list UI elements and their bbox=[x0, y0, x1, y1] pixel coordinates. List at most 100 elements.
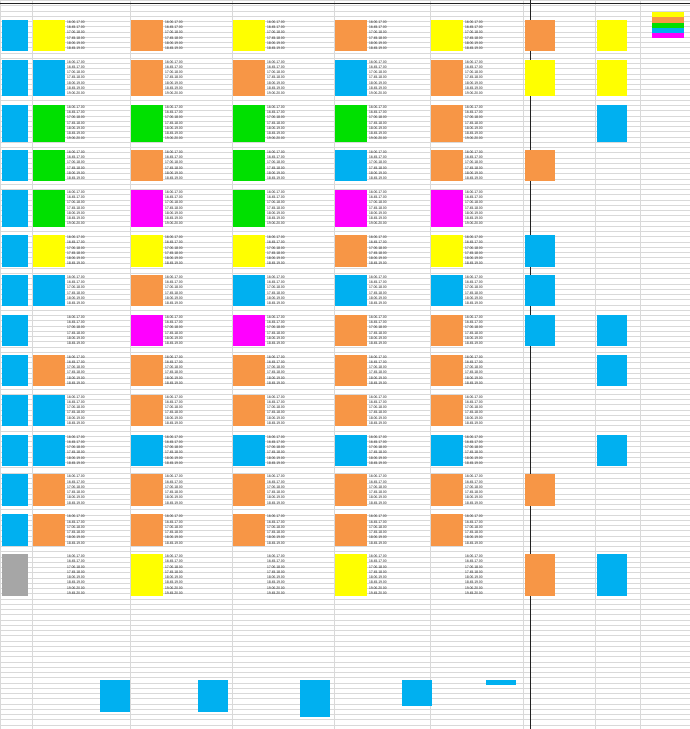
booking-cell[interactable] bbox=[33, 410, 65, 416]
booking-cell[interactable] bbox=[131, 554, 163, 560]
slot-time[interactable]: 16.45-17.00 bbox=[369, 479, 387, 484]
booking-cell[interactable] bbox=[335, 519, 367, 525]
booking-cell[interactable] bbox=[525, 30, 555, 36]
slot-time[interactable]: 18.00-19.00 bbox=[465, 535, 483, 540]
booking-cell[interactable] bbox=[431, 104, 463, 111]
booking-cell[interactable] bbox=[335, 554, 367, 560]
booking-cell[interactable] bbox=[131, 500, 163, 506]
booking-cell[interactable] bbox=[33, 221, 65, 227]
slot-time[interactable]: 17.00-18.00 bbox=[267, 115, 285, 120]
booking-cell[interactable] bbox=[335, 479, 367, 485]
slot-time[interactable]: 16.00-17.00 bbox=[465, 235, 483, 239]
booking-cell[interactable] bbox=[525, 554, 555, 560]
pitch-label[interactable] bbox=[2, 70, 28, 76]
booking-cell[interactable] bbox=[131, 30, 163, 36]
slot-time[interactable]: 17.00-18.00 bbox=[369, 564, 387, 569]
booking-cell[interactable] bbox=[33, 370, 65, 376]
slot-time[interactable]: 18.00-19.00 bbox=[465, 495, 483, 500]
booking-cell[interactable] bbox=[597, 330, 627, 336]
booking-cell[interactable] bbox=[335, 585, 367, 591]
slot-time[interactable]: 18.00-19.00 bbox=[165, 535, 183, 540]
slot-time[interactable]: 16.00-17.00 bbox=[165, 314, 183, 319]
booking-cell[interactable] bbox=[335, 405, 367, 411]
slot-time[interactable]: 18.00-19.00 bbox=[67, 295, 85, 300]
slot-time[interactable]: 19.00-20.00 bbox=[267, 585, 285, 590]
bottom-booking-cell[interactable] bbox=[100, 690, 130, 696]
booking-cell[interactable] bbox=[335, 335, 367, 342]
booking-cell[interactable] bbox=[335, 575, 367, 581]
pitch-label[interactable] bbox=[2, 370, 28, 376]
slot-time[interactable]: 16.00-17.00 bbox=[267, 354, 285, 359]
booking-cell[interactable] bbox=[597, 64, 627, 71]
slot-time[interactable]: 18.45-19.00 bbox=[465, 301, 483, 306]
slot-time[interactable]: 18.45-19.00 bbox=[465, 131, 483, 136]
booking-cell[interactable] bbox=[431, 325, 463, 331]
slot-time[interactable]: 19.00-20.00 bbox=[465, 136, 483, 141]
booking-cell[interactable] bbox=[431, 274, 463, 281]
booking-cell[interactable] bbox=[597, 110, 627, 116]
booking-cell[interactable] bbox=[233, 490, 265, 496]
slot-time[interactable]: 18.45-19.00 bbox=[67, 176, 85, 181]
slot-time[interactable]: 17.45-18.00 bbox=[369, 450, 387, 455]
bottom-booking-cell[interactable] bbox=[100, 706, 130, 712]
booking-cell[interactable] bbox=[431, 240, 463, 246]
booking-cell[interactable] bbox=[233, 370, 265, 376]
booking-cell[interactable] bbox=[335, 564, 367, 570]
booking-cell[interactable] bbox=[233, 410, 265, 416]
booking-cell[interactable] bbox=[233, 64, 265, 71]
slot-time[interactable]: 16.45-17.00 bbox=[67, 195, 85, 200]
booking-cell[interactable] bbox=[233, 30, 265, 36]
booking-cell[interactable] bbox=[131, 590, 163, 597]
slot-time[interactable]: 18.45-19.00 bbox=[465, 341, 483, 346]
slot-time[interactable]: 17.45-18.00 bbox=[465, 250, 483, 255]
slot-time[interactable]: 17.00-18.00 bbox=[465, 115, 483, 120]
slot-time[interactable]: 16.45-17.00 bbox=[267, 399, 285, 404]
slot-time[interactable]: 18.45-19.00 bbox=[369, 46, 387, 50]
pitch-label[interactable] bbox=[2, 394, 28, 400]
slot-time[interactable]: 17.00-18.00 bbox=[67, 524, 85, 529]
slot-time[interactable]: 16.45-17.00 bbox=[369, 280, 387, 285]
booking-cell[interactable] bbox=[233, 479, 265, 485]
booking-cell[interactable] bbox=[131, 155, 163, 161]
booking-cell[interactable] bbox=[525, 590, 555, 597]
booking-cell[interactable] bbox=[335, 274, 367, 281]
booking-cell[interactable] bbox=[131, 585, 163, 591]
booking-cell[interactable] bbox=[525, 280, 555, 286]
slot-time[interactable]: 18.00-19.00 bbox=[267, 495, 285, 500]
slot-time[interactable]: 18.45-19.00 bbox=[165, 46, 183, 50]
slot-time[interactable]: 17.00-18.00 bbox=[369, 30, 387, 35]
slot-time[interactable]: 16.00-17.00 bbox=[67, 235, 85, 239]
pitch-label[interactable] bbox=[2, 274, 28, 281]
slot-time[interactable]: 16.45-17.00 bbox=[165, 155, 183, 160]
booking-cell[interactable] bbox=[431, 341, 463, 347]
pitch-label[interactable] bbox=[2, 110, 28, 116]
slot-time[interactable]: 18.00-19.00 bbox=[465, 80, 483, 85]
booking-cell[interactable] bbox=[131, 85, 163, 92]
slot-time[interactable]: 18.00-19.00 bbox=[67, 415, 85, 420]
pitch-label[interactable] bbox=[2, 295, 28, 302]
slot-time[interactable]: 17.00-18.00 bbox=[369, 70, 387, 75]
slot-time[interactable]: 17.45-18.00 bbox=[165, 35, 183, 40]
booking-cell[interactable] bbox=[597, 30, 627, 36]
booking-cell[interactable] bbox=[335, 104, 367, 111]
pitch-label[interactable] bbox=[2, 524, 28, 531]
slot-time[interactable]: 18.00-19.00 bbox=[67, 256, 85, 260]
slot-time[interactable]: 16.45-17.00 bbox=[165, 439, 183, 444]
booking-cell[interactable] bbox=[431, 200, 463, 206]
booking-cell[interactable] bbox=[431, 405, 463, 411]
slot-time[interactable]: 17.00-18.00 bbox=[165, 285, 183, 290]
booking-cell[interactable] bbox=[525, 40, 555, 46]
slot-time[interactable]: 18.00-19.00 bbox=[369, 575, 387, 580]
slot-time[interactable]: 17.45-18.00 bbox=[165, 250, 183, 255]
slot-time[interactable]: 17.45-18.00 bbox=[267, 569, 285, 574]
slot-time[interactable]: 16.00-17.00 bbox=[67, 19, 85, 24]
slot-time[interactable]: 17.45-18.00 bbox=[67, 370, 85, 375]
booking-cell[interactable] bbox=[597, 580, 627, 586]
pitch-label[interactable] bbox=[2, 176, 28, 182]
booking-cell[interactable] bbox=[597, 46, 627, 52]
booking-cell[interactable] bbox=[597, 460, 627, 466]
booking-cell[interactable] bbox=[33, 450, 65, 456]
slot-time[interactable]: 18.45-19.00 bbox=[67, 580, 85, 585]
booking-cell[interactable] bbox=[131, 569, 163, 576]
slot-time[interactable]: 16.45-17.00 bbox=[465, 280, 483, 285]
